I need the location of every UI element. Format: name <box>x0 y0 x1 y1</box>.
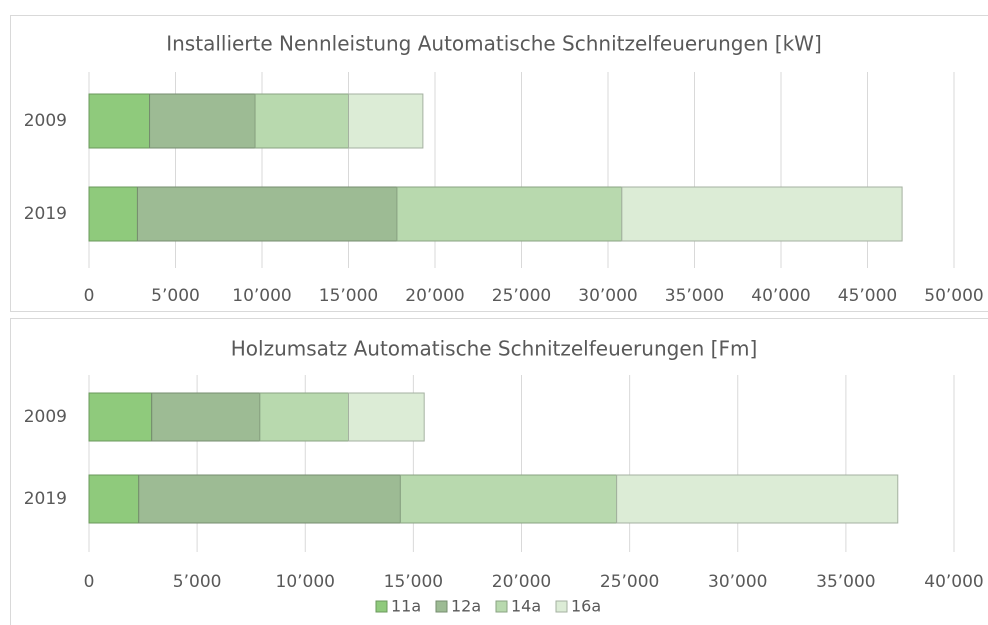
bar-segment <box>149 93 256 149</box>
x-tick-label: 40’000 <box>924 572 983 592</box>
bar-segment <box>396 186 623 242</box>
legend-swatch <box>495 600 508 613</box>
legend-label: 14a <box>511 597 541 616</box>
x-tick-label: 0 <box>84 286 95 306</box>
x-tick-label: 40’000 <box>751 286 810 306</box>
x-tick-label: 15’000 <box>384 572 443 592</box>
bar-segment <box>399 474 618 524</box>
x-tick-label: 0 <box>84 572 95 592</box>
bar-segment <box>348 93 424 149</box>
x-tick-label: 50’000 <box>924 286 983 306</box>
x-tick-label: 20’000 <box>492 572 551 592</box>
x-tick-label: 5’000 <box>173 572 222 592</box>
x-tick-label: 20’000 <box>405 286 464 306</box>
bar-segment <box>88 392 153 442</box>
legend-label: 12a <box>451 597 481 616</box>
x-tick-label: 35’000 <box>816 572 875 592</box>
panel <box>10 15 988 312</box>
bar-segment <box>151 392 261 442</box>
bar-segment <box>259 392 349 442</box>
x-tick-label: 25’000 <box>492 286 551 306</box>
x-tick-label: 35’000 <box>665 286 724 306</box>
x-tick-label: 10’000 <box>232 286 291 306</box>
bar-segment <box>88 474 140 524</box>
bar-segment <box>621 186 903 242</box>
legend-label: 11a <box>391 597 421 616</box>
bar-segment <box>254 93 349 149</box>
x-tick-label: 5’000 <box>151 286 200 306</box>
x-tick-label: 30’000 <box>578 286 637 306</box>
x-tick-label: 45’000 <box>838 286 897 306</box>
bar-segment <box>616 474 899 524</box>
y-tick-label: 2009 <box>24 111 67 131</box>
y-tick-label: 2019 <box>24 489 67 509</box>
bar-segment <box>138 474 401 524</box>
y-tick-label: 2009 <box>24 407 67 427</box>
bar-segment <box>88 186 138 242</box>
bar-segment <box>348 392 425 442</box>
panel <box>10 318 988 625</box>
y-tick-label: 2019 <box>24 204 67 224</box>
x-tick-label: 10’000 <box>276 572 335 592</box>
x-tick-label: 25’000 <box>600 572 659 592</box>
bar-segment <box>88 93 151 149</box>
legend-label: 16a <box>571 597 601 616</box>
legend-swatch <box>375 600 388 613</box>
bar-segment <box>136 186 398 242</box>
chart-title: Installierte Nennleistung Automatische S… <box>166 32 822 56</box>
x-tick-label: 15’000 <box>319 286 378 306</box>
chart-title: Holzumsatz Automatische Schnitzelfeuerun… <box>231 337 758 361</box>
legend-swatch <box>555 600 568 613</box>
x-tick-label: 30’000 <box>708 572 767 592</box>
legend-swatch <box>435 600 448 613</box>
